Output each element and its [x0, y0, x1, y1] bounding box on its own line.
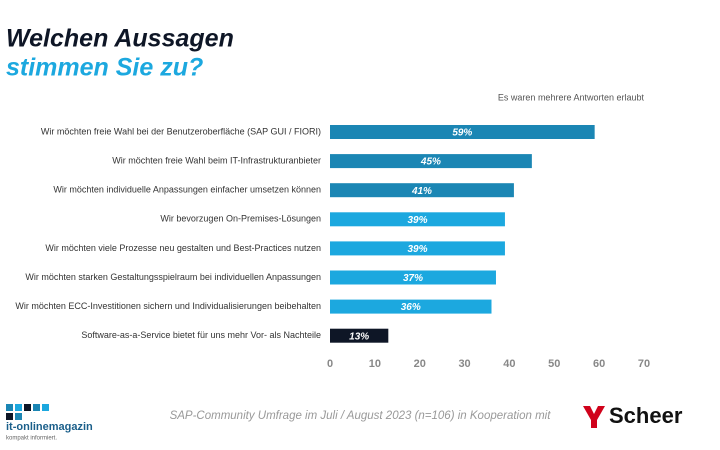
x-tick-label: 70	[638, 358, 650, 370]
x-tick-label: 50	[548, 358, 560, 370]
x-tick-label: 0	[327, 358, 333, 370]
value-label: 39%	[407, 244, 427, 255]
category-label: Wir möchten freie Wahl beim IT-Infrastru…	[112, 155, 321, 165]
category-label: Wir möchten freie Wahl bei der Benutzero…	[41, 126, 321, 136]
value-label: 41%	[411, 186, 432, 197]
x-tick-label: 40	[503, 358, 515, 370]
it-online-tagline: kompakt informiert.	[6, 436, 57, 442]
x-tick-label: 60	[593, 358, 605, 370]
category-label: Wir möchten starken Gestaltungsspielraum…	[25, 272, 321, 282]
category-label: Wir bevorzugen On-Premises-Lösungen	[160, 214, 321, 224]
value-label: 36%	[401, 302, 421, 313]
bar	[330, 212, 505, 227]
scheer-logo: Scheer	[609, 403, 683, 428]
bar	[330, 299, 492, 314]
annotation: Es waren mehrere Antworten erlaubt	[498, 92, 645, 102]
category-label: Software-as-a-Service bietet für uns meh…	[81, 330, 321, 340]
bar	[330, 270, 496, 285]
value-label: 37%	[403, 273, 423, 284]
title-line-1: Welchen Aussagen	[6, 25, 234, 53]
x-tick-label: 30	[458, 358, 470, 370]
bar	[330, 241, 505, 256]
it-online-name: it-onlinemagazin	[6, 421, 93, 433]
value-label: 13%	[349, 331, 369, 342]
it-online-icon	[6, 404, 49, 420]
x-tick-label: 20	[414, 358, 426, 370]
category-label: Wir möchten individuelle Anpassungen ein…	[53, 185, 321, 195]
value-label: 59%	[452, 128, 472, 139]
bar	[330, 328, 389, 343]
value-label: 39%	[407, 215, 427, 226]
category-label: Wir möchten viele Prozesse neu gestalten…	[45, 243, 321, 253]
category-label: Wir möchten ECC-Investitionen sichern un…	[15, 301, 321, 311]
footer: SAP-Community Umfrage im Juli / August 2…	[170, 410, 552, 422]
bar	[330, 154, 532, 169]
title-line-2: stimmen Sie zu?	[6, 54, 203, 82]
x-tick-label: 10	[369, 358, 381, 370]
scheer-icon	[583, 406, 605, 428]
bar	[330, 125, 595, 139]
value-label: 45%	[420, 157, 441, 168]
bar	[330, 183, 514, 198]
